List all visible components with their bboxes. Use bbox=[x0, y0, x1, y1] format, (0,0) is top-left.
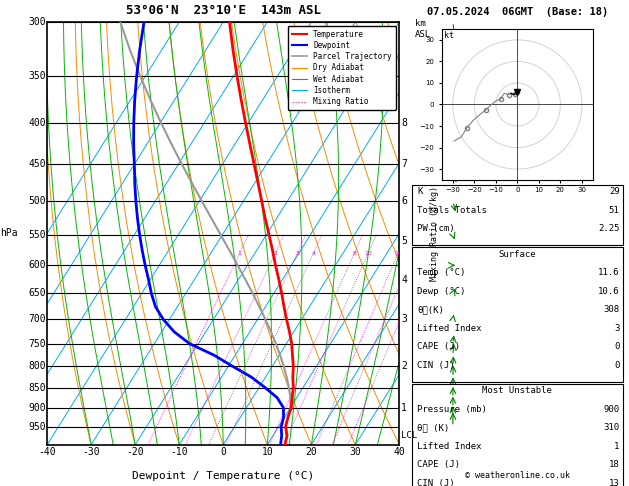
Text: 350: 350 bbox=[28, 71, 46, 81]
Text: 07.05.2024  06GMT  (Base: 18): 07.05.2024 06GMT (Base: 18) bbox=[426, 7, 608, 17]
Text: 11.6: 11.6 bbox=[598, 268, 620, 278]
Text: 0: 0 bbox=[220, 447, 226, 457]
Text: 700: 700 bbox=[28, 314, 46, 325]
Text: 3: 3 bbox=[614, 324, 620, 333]
Text: LCL: LCL bbox=[401, 431, 417, 440]
Text: 2: 2 bbox=[401, 361, 407, 371]
Text: CIN (J): CIN (J) bbox=[417, 361, 455, 370]
Text: 20: 20 bbox=[306, 447, 317, 457]
Text: 800: 800 bbox=[28, 361, 46, 371]
Text: hPa: hPa bbox=[1, 228, 18, 238]
Text: -10: -10 bbox=[170, 447, 188, 457]
Text: 8: 8 bbox=[352, 251, 356, 256]
Text: 8: 8 bbox=[401, 118, 407, 128]
Text: 53°06'N  23°10'E  143m ASL: 53°06'N 23°10'E 143m ASL bbox=[126, 4, 321, 17]
Text: PW (cm): PW (cm) bbox=[417, 224, 455, 233]
Text: Surface: Surface bbox=[499, 250, 536, 259]
Text: 10: 10 bbox=[364, 251, 372, 256]
Text: θᴄ (K): θᴄ (K) bbox=[417, 423, 449, 433]
Text: Most Unstable: Most Unstable bbox=[482, 386, 552, 396]
Text: 4: 4 bbox=[401, 275, 407, 285]
Text: -40: -40 bbox=[38, 447, 56, 457]
Text: 6: 6 bbox=[401, 196, 407, 206]
Text: Dewpoint / Temperature (°C): Dewpoint / Temperature (°C) bbox=[132, 471, 314, 482]
Text: 450: 450 bbox=[28, 159, 46, 169]
Text: 3: 3 bbox=[295, 251, 299, 256]
Text: 1: 1 bbox=[238, 251, 242, 256]
Text: 2.25: 2.25 bbox=[598, 224, 620, 233]
Text: 2: 2 bbox=[273, 251, 277, 256]
Text: θᴄ(K): θᴄ(K) bbox=[417, 305, 444, 314]
Text: 1: 1 bbox=[614, 442, 620, 451]
Legend: Temperature, Dewpoint, Parcel Trajectory, Dry Adiabat, Wet Adiabat, Isotherm, Mi: Temperature, Dewpoint, Parcel Trajectory… bbox=[288, 26, 396, 110]
Text: 308: 308 bbox=[603, 305, 620, 314]
Text: 310: 310 bbox=[603, 423, 620, 433]
Text: 13: 13 bbox=[609, 479, 620, 486]
Text: 750: 750 bbox=[28, 339, 46, 348]
Text: 650: 650 bbox=[28, 288, 46, 298]
Text: 950: 950 bbox=[28, 422, 46, 432]
Text: Temp (°C): Temp (°C) bbox=[417, 268, 465, 278]
Text: © weatheronline.co.uk: © weatheronline.co.uk bbox=[465, 471, 570, 481]
Text: -20: -20 bbox=[126, 447, 144, 457]
Text: 1: 1 bbox=[401, 403, 407, 413]
Text: 40: 40 bbox=[394, 447, 405, 457]
Text: 900: 900 bbox=[28, 403, 46, 413]
Text: 500: 500 bbox=[28, 196, 46, 206]
Text: K: K bbox=[417, 187, 423, 196]
Text: 18: 18 bbox=[609, 460, 620, 469]
Text: 16: 16 bbox=[394, 251, 402, 256]
Text: 300: 300 bbox=[28, 17, 46, 27]
Text: -30: -30 bbox=[82, 447, 100, 457]
Text: Mixing Ratio (g/kg): Mixing Ratio (g/kg) bbox=[430, 186, 438, 281]
Text: 10: 10 bbox=[262, 447, 273, 457]
Text: Lifted Index: Lifted Index bbox=[417, 442, 482, 451]
Text: 0: 0 bbox=[614, 361, 620, 370]
Text: 7: 7 bbox=[401, 159, 407, 169]
Text: 30: 30 bbox=[350, 447, 361, 457]
Text: 4: 4 bbox=[311, 251, 315, 256]
Text: 5: 5 bbox=[401, 236, 407, 246]
Text: Pressure (mb): Pressure (mb) bbox=[417, 405, 487, 414]
Text: Dewp (°C): Dewp (°C) bbox=[417, 287, 465, 296]
Text: 600: 600 bbox=[28, 260, 46, 270]
Text: 850: 850 bbox=[28, 382, 46, 393]
Text: 10.6: 10.6 bbox=[598, 287, 620, 296]
Text: 3: 3 bbox=[401, 314, 407, 325]
Text: 550: 550 bbox=[28, 230, 46, 240]
Text: 29: 29 bbox=[609, 187, 620, 196]
Text: kt: kt bbox=[444, 31, 454, 40]
Text: CAPE (J): CAPE (J) bbox=[417, 342, 460, 351]
Text: Lifted Index: Lifted Index bbox=[417, 324, 482, 333]
Text: 0: 0 bbox=[614, 342, 620, 351]
Text: 51: 51 bbox=[609, 206, 620, 215]
Text: 400: 400 bbox=[28, 118, 46, 128]
Text: 900: 900 bbox=[603, 405, 620, 414]
Text: Totals Totals: Totals Totals bbox=[417, 206, 487, 215]
Text: CIN (J): CIN (J) bbox=[417, 479, 455, 486]
Text: km
ASL: km ASL bbox=[415, 19, 431, 39]
Text: CAPE (J): CAPE (J) bbox=[417, 460, 460, 469]
